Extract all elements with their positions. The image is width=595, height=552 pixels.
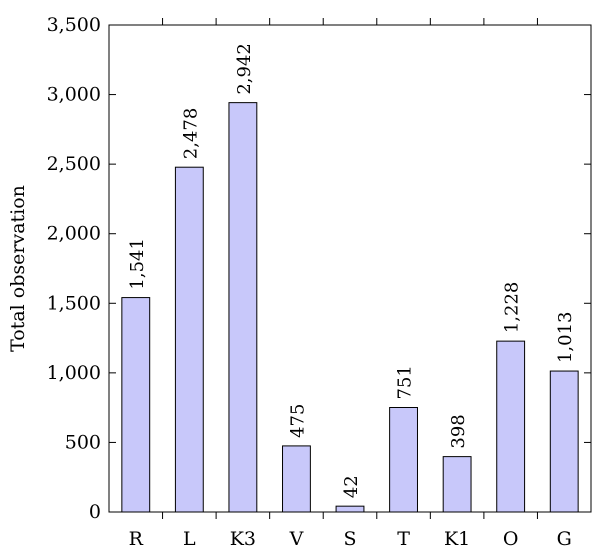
value-label-V: 475 xyxy=(287,404,308,438)
x-tick-label-T: T xyxy=(397,528,410,550)
value-label-K1: 398 xyxy=(448,414,469,448)
y-tick-label: 0 xyxy=(89,501,101,523)
y-tick-label: 2,500 xyxy=(47,153,101,175)
x-tick-label-G: G xyxy=(557,528,572,550)
x-tick-label-S: S xyxy=(343,528,356,550)
value-labels-group: 1,541 2,478 2,942 475 42 751 398 1,228 1,013 xyxy=(127,43,576,498)
bars-group xyxy=(121,102,579,513)
bar-K1 xyxy=(442,456,472,513)
value-label-G: 1,013 xyxy=(555,312,576,364)
bar-T xyxy=(389,407,418,513)
x-tick-label-K1: K1 xyxy=(444,528,470,550)
x-tick-label-R: R xyxy=(129,528,144,550)
bar-L xyxy=(174,166,204,513)
y-tick-label: 500 xyxy=(65,431,101,453)
plot-frame xyxy=(108,24,592,513)
value-label-K3: 2,942 xyxy=(234,43,255,95)
bar-G xyxy=(549,370,579,513)
value-label-L: 2,478 xyxy=(180,108,201,160)
bar-S xyxy=(335,505,365,513)
value-label-R: 1,541 xyxy=(127,238,148,290)
x-tick-label-K3: K3 xyxy=(230,528,256,550)
tick-labels-group: R L K3 V S T K1 O G 0 500 1,000 1,500 2,000 2,500 3,000… xyxy=(47,14,572,550)
value-label-S: 42 xyxy=(341,475,362,498)
bar-R xyxy=(121,297,151,513)
x-tick-label-O: O xyxy=(503,528,519,550)
y-tick-label: 1,500 xyxy=(47,292,101,314)
value-label-O: 1,228 xyxy=(502,282,523,334)
y-tick-label: 3,000 xyxy=(47,84,101,106)
y-axis-label: Total observation xyxy=(7,185,29,352)
y-tick-label: 3,500 xyxy=(47,14,101,36)
bar-V xyxy=(282,445,311,513)
bar-O xyxy=(496,340,526,513)
x-tick-label-L: L xyxy=(183,528,196,550)
bar-K3 xyxy=(228,102,258,513)
x-tick-label-V: V xyxy=(289,528,304,550)
y-tick-label: 1,000 xyxy=(47,362,101,384)
y-tick-label: 2,000 xyxy=(47,223,101,245)
value-label-T: 751 xyxy=(395,365,416,399)
